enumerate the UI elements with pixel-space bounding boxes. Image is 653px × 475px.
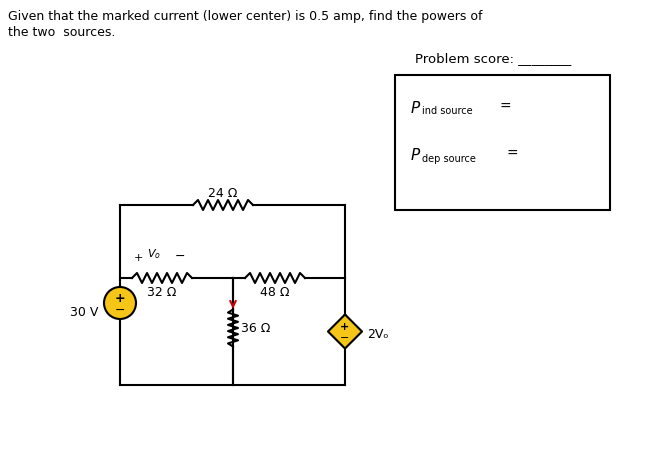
Bar — [395, 75, 610, 210]
Text: dep source: dep source — [422, 154, 476, 164]
Text: −: − — [340, 333, 350, 343]
Text: the two  sources.: the two sources. — [8, 26, 116, 39]
Polygon shape — [328, 314, 362, 349]
Text: $P$: $P$ — [410, 147, 421, 163]
Text: −: − — [175, 250, 185, 263]
Text: 48 Ω: 48 Ω — [261, 286, 290, 299]
Text: =: = — [507, 147, 518, 161]
Text: 2Vₒ: 2Vₒ — [367, 328, 389, 341]
Text: +: + — [134, 253, 144, 263]
Text: =: = — [500, 100, 511, 114]
Text: +: + — [340, 322, 349, 332]
Text: 32 Ω: 32 Ω — [148, 286, 177, 299]
Text: −: − — [115, 304, 125, 316]
Text: 24 Ω: 24 Ω — [208, 187, 238, 200]
Text: Given that the marked current (lower center) is 0.5 amp, find the powers of: Given that the marked current (lower cen… — [8, 10, 483, 23]
Text: ind source: ind source — [422, 106, 473, 116]
Text: $P$: $P$ — [410, 100, 421, 116]
Text: +: + — [115, 292, 125, 304]
Text: $V_o$: $V_o$ — [147, 247, 161, 261]
Circle shape — [104, 287, 136, 319]
Text: 30 V: 30 V — [70, 306, 99, 320]
Text: 36 Ω: 36 Ω — [241, 322, 270, 334]
Text: Problem score: ________: Problem score: ________ — [415, 52, 571, 65]
